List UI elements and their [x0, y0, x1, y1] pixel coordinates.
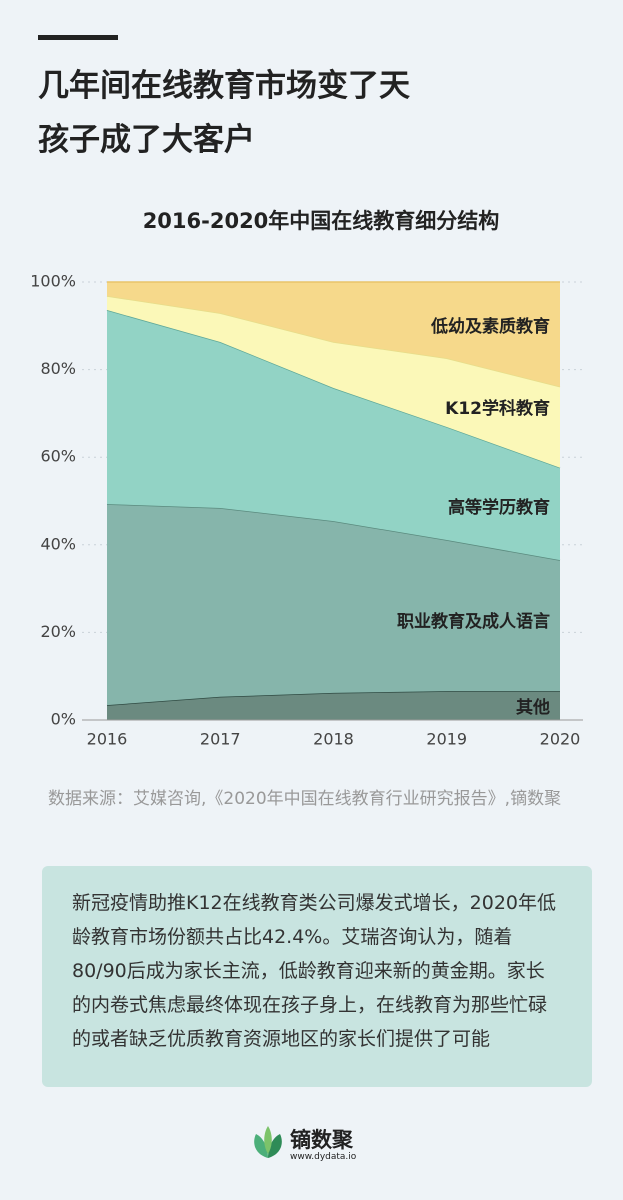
page-title: 孩子成了大客户	[38, 122, 255, 158]
area	[107, 504, 560, 706]
chart: 2016-2020年中国在线教育细分结构 0% 20% 40% 60% 80% 100% 2…	[30, 209, 583, 749]
page-title: 几年间在线教育市场变了天	[38, 68, 410, 104]
area	[107, 282, 560, 387]
header-bar	[38, 35, 118, 40]
logo-icon	[254, 1126, 282, 1158]
logo-name: 镝数聚	[290, 1128, 353, 1152]
chart-title: 2016-2020年中国在线教育细分结构	[143, 209, 500, 233]
source: 数据来源：艾媒咨询,《2020年中国在线教育行业研究报告》,镝数聚	[48, 789, 562, 809]
summary-box: 新冠疫情助推K12在线教育类公司爆发式增长，2020年低龄教育市场份额共占比42…	[42, 866, 592, 1087]
y-tick-label: 80%	[40, 359, 76, 378]
series-label: 高等学历教育	[448, 497, 550, 518]
series-label: 低幼及素质教育	[430, 316, 550, 337]
logo: 镝数聚 www.dydata.io	[250, 1122, 380, 1162]
x-tick-label: 2018	[313, 730, 354, 749]
y-tick-label: 60%	[40, 447, 76, 466]
area	[107, 310, 560, 561]
series-label: 其他	[516, 697, 550, 718]
x-tick-label: 2020	[540, 730, 581, 749]
series-label: 职业教育及成人语言	[397, 611, 550, 632]
y-tick-label: 40%	[40, 534, 76, 553]
area	[107, 691, 560, 720]
x-tick-label: 2016	[87, 730, 128, 749]
logo-url: www.dydata.io	[290, 1152, 357, 1162]
area	[107, 296, 560, 468]
y-tick-label: 100%	[30, 272, 76, 291]
x-tick-label: 2017	[200, 730, 241, 749]
y-tick-label: 20%	[40, 622, 76, 641]
x-tick-label: 2019	[426, 730, 467, 749]
y-tick-label: 0%	[51, 710, 76, 729]
series-label: K12学科教育	[445, 398, 550, 419]
